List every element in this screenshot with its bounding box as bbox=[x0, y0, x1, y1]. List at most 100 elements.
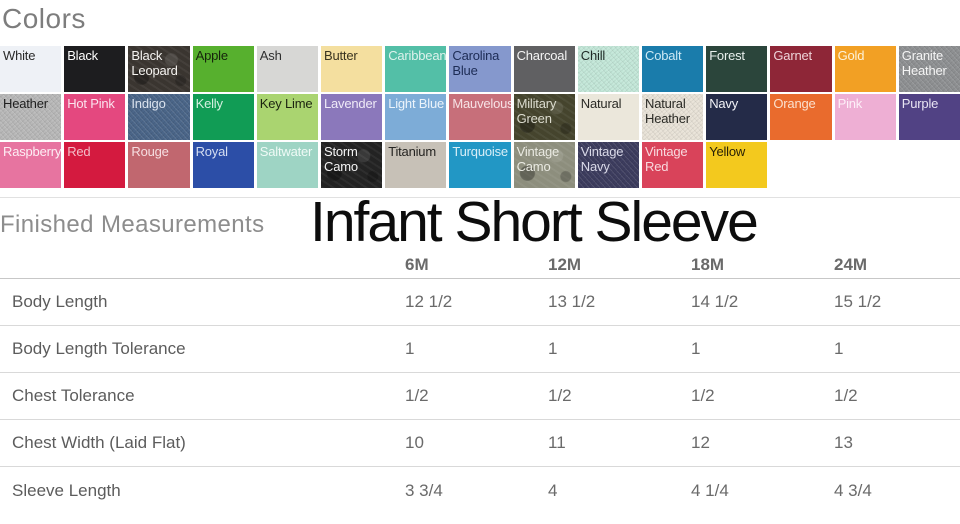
color-swatch-label: Key Lime bbox=[259, 96, 313, 111]
color-swatch-heather: Heather bbox=[0, 94, 62, 140]
color-swatch-label: Orange bbox=[773, 96, 816, 111]
color-swatch-caribbean: Caribbean bbox=[385, 46, 447, 92]
color-swatch-military-green: Military Green bbox=[514, 94, 575, 140]
color-swatch-red: Red bbox=[64, 142, 126, 188]
color-swatch-rouge: Rouge bbox=[128, 142, 190, 188]
color-swatch-vintage-red: Vintage Red bbox=[642, 142, 704, 188]
color-swatch-granite-heather: Granite Heather bbox=[899, 46, 960, 92]
color-swatch-label: Apple bbox=[195, 48, 228, 63]
color-swatch-label: Royal bbox=[195, 144, 228, 159]
color-swatch-label: Turquoise bbox=[452, 144, 508, 159]
color-swatch-label: Ash bbox=[259, 48, 282, 63]
color-swatch-apple: Apple bbox=[192, 46, 254, 92]
table-row-chest-width-laid-flat-: Chest Width (Laid Flat) 10 11 12 13 bbox=[0, 420, 960, 467]
color-swatch-navy: Navy bbox=[706, 94, 768, 140]
color-swatch-label: Pink bbox=[837, 96, 863, 111]
measurement-value: 1 bbox=[834, 339, 844, 358]
color-swatch-butter: Butter bbox=[321, 46, 383, 92]
table-row-sleeve-length: Sleeve Length 3 3/4 4 4 1/4 4 3/4 bbox=[0, 467, 960, 514]
measurements-header: Finished Measurements Infant Short Sleev… bbox=[0, 190, 960, 254]
color-swatch-raspberry: Raspberry bbox=[0, 142, 62, 188]
row-label: Chest Tolerance bbox=[12, 386, 135, 405]
color-swatch-label: Vintage Navy bbox=[580, 144, 624, 175]
color-swatch-label: Raspberry bbox=[3, 144, 62, 159]
color-swatch-yellow: Yellow bbox=[706, 142, 768, 188]
color-swatch-label: Granite Heather bbox=[901, 48, 947, 79]
measurement-value: 12 1/2 bbox=[405, 292, 453, 311]
measurement-value: 15 1/2 bbox=[834, 292, 882, 311]
color-swatch-label: Carolina Blue bbox=[452, 48, 500, 79]
color-swatch-purple: Purple bbox=[898, 94, 960, 140]
measurement-value: 14 1/2 bbox=[691, 292, 739, 311]
color-swatch-label: Navy bbox=[709, 96, 739, 111]
color-swatch-label: Red bbox=[67, 144, 91, 159]
color-swatch-label: Kelly bbox=[195, 96, 223, 111]
color-swatch-label: Natural bbox=[580, 96, 622, 111]
color-swatch-label: Black Leopard bbox=[131, 48, 178, 79]
color-swatch-label: Heather bbox=[3, 96, 48, 111]
color-swatch-label: Vintage Red bbox=[645, 144, 688, 175]
color-swatch-royal: Royal bbox=[192, 142, 254, 188]
color-swatch-label: Natural Heather bbox=[645, 96, 690, 127]
color-swatch-vintage-camo: Vintage Camo bbox=[514, 142, 575, 188]
measurement-value: 13 bbox=[834, 433, 853, 452]
color-swatch-hot-pink: Hot Pink bbox=[64, 94, 126, 140]
color-swatch-pink: Pink bbox=[834, 94, 896, 140]
color-swatch-label: Lavender bbox=[324, 96, 377, 111]
color-swatch-saltwater: Saltwater bbox=[256, 142, 318, 188]
column-header-12m: 12M bbox=[548, 254, 582, 274]
color-swatch-label: Charcoal bbox=[516, 48, 568, 63]
measurement-value: 12 bbox=[691, 433, 710, 452]
color-swatch-light-blue: Light Blue bbox=[385, 94, 447, 140]
color-swatch-storm-camo: Storm Camo bbox=[321, 142, 383, 188]
measurement-value: 1/2 bbox=[691, 386, 715, 405]
color-swatch-label: Chill bbox=[580, 48, 606, 63]
color-swatch-kelly: Kelly bbox=[192, 94, 254, 140]
measurement-value: 13 1/2 bbox=[548, 292, 596, 311]
color-swatch-vintage-navy: Vintage Navy bbox=[578, 142, 639, 188]
table-row-body-length: Body Length 12 1/2 13 1/2 14 1/2 15 1/2 bbox=[0, 279, 960, 326]
color-swatch-key-lime: Key Lime bbox=[256, 94, 318, 140]
color-swatch-label: Garnet bbox=[773, 48, 812, 63]
color-swatch-lavender: Lavender bbox=[321, 94, 383, 140]
color-swatch-label: Vintage Camo bbox=[516, 144, 560, 175]
color-swatch-label: Storm Camo bbox=[324, 144, 358, 175]
color-swatch-orange: Orange bbox=[770, 94, 832, 140]
color-swatch-chill: Chill bbox=[578, 46, 639, 92]
measurement-value: 1/2 bbox=[548, 386, 572, 405]
color-swatch-label: Light Blue bbox=[388, 96, 445, 111]
color-swatch-white: White bbox=[0, 46, 62, 92]
color-swatch-label: Titanium bbox=[388, 144, 436, 159]
measurements-table: 6M 12M 18M 24M Body Length 12 1/2 13 1/2 14 1/… bbox=[0, 251, 960, 514]
row-label: Sleeve Length bbox=[12, 480, 121, 500]
measurement-value: 4 bbox=[548, 480, 558, 500]
color-swatch-label: Military Green bbox=[516, 96, 557, 127]
row-label: Body Length Tolerance bbox=[12, 339, 186, 358]
color-swatch-label: Forest bbox=[709, 48, 745, 63]
measurement-value: 1 bbox=[405, 339, 415, 358]
column-header-24m: 24M bbox=[834, 254, 868, 274]
color-swatch-label: Butter bbox=[324, 48, 358, 63]
color-swatch-charcoal: Charcoal bbox=[513, 46, 575, 92]
color-swatch-label: White bbox=[3, 48, 36, 63]
color-swatch-carolina-blue: Carolina Blue bbox=[449, 46, 511, 92]
color-swatch-label: Yellow bbox=[709, 144, 746, 159]
measurements-heading: Finished Measurements bbox=[0, 211, 265, 238]
colors-heading: Colors bbox=[2, 3, 86, 34]
color-swatch-black-leopard: Black Leopard bbox=[128, 46, 190, 92]
measurement-value: 1 bbox=[548, 339, 558, 358]
color-swatch-cobalt: Cobalt bbox=[642, 46, 704, 92]
table-header-row: 6M 12M 18M 24M bbox=[0, 251, 960, 279]
measurement-value: 3 3/4 bbox=[405, 480, 443, 500]
measurement-value: 4 3/4 bbox=[834, 480, 872, 500]
section-divider bbox=[0, 197, 960, 198]
measurement-value: 10 bbox=[405, 433, 424, 452]
color-swatch-ash: Ash bbox=[256, 46, 318, 92]
color-swatch-label: Purple bbox=[901, 96, 939, 111]
color-swatch-label: Hot Pink bbox=[67, 96, 115, 111]
color-swatch-natural: Natural bbox=[577, 94, 639, 140]
color-swatch-mauvelous: Mauvelous bbox=[449, 94, 511, 140]
color-swatch-garnet: Garnet bbox=[770, 46, 832, 92]
measurement-value: 4 1/4 bbox=[691, 480, 729, 500]
